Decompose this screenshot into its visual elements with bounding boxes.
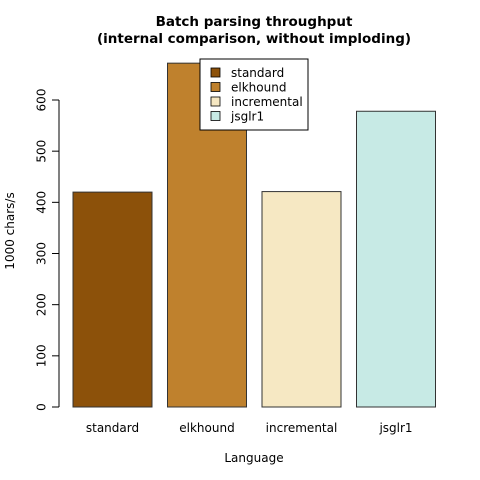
y-tick-label-200: 200 (35, 293, 49, 316)
legend-label-incremental: incremental (231, 95, 303, 109)
legend-label-jsglr1: jsglr1 (230, 110, 264, 124)
legend-swatch-elkhound (210, 82, 221, 92)
y-tick-label-500: 500 (35, 140, 49, 163)
bar-jsglr1 (356, 110, 436, 408)
legend-swatch-incremental (210, 96, 221, 107)
y-axis-label: 1000 chars/s (3, 192, 17, 269)
y-tick-label-300: 300 (35, 242, 49, 265)
y-tick-label-100: 100 (35, 344, 49, 367)
y-tick-label-0: 0 (35, 403, 49, 411)
chart-title-line-1: Batch parsing throughput (156, 14, 353, 30)
legend-label-elkhound: elkhound (231, 81, 286, 95)
legend-swatch-jsglr1 (210, 111, 221, 121)
x-tick-label-elkhound: elkhound (179, 421, 234, 435)
chart-title-line-2: (internal comparison, without imploding) (97, 31, 411, 47)
bar-standard (72, 191, 153, 408)
x-axis-label: Language (224, 451, 283, 465)
y-axis-ticks: 0 100 200 300 400 500 600 (35, 89, 59, 411)
bar-incremental (261, 191, 342, 408)
legend-label-standard: standard (231, 66, 284, 80)
x-axis-tick-labels: standard elkhound incremental jsglr1 (86, 421, 413, 435)
legend-swatch-standard (210, 67, 221, 78)
x-tick-label-standard: standard (86, 421, 139, 435)
x-tick-label-jsglr1: jsglr1 (378, 421, 412, 435)
y-tick-label-600: 600 (35, 89, 49, 112)
y-tick-label-400: 400 (35, 191, 49, 214)
x-tick-label-incremental: incremental (266, 421, 338, 435)
